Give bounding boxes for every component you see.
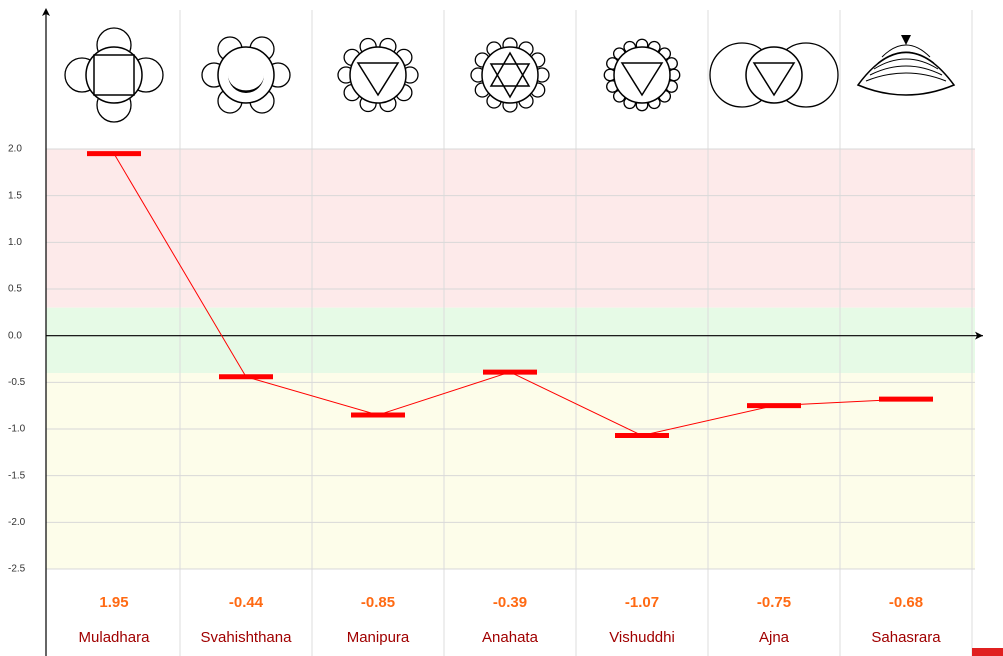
- x-tick-label: Svahishthana: [201, 629, 293, 646]
- chakra-icon: [604, 39, 680, 111]
- y-tick-label: 1.5: [8, 190, 22, 201]
- chakra-icon: [338, 38, 418, 111]
- corner-marker: [972, 648, 1003, 656]
- y-tick-label: 0.0: [8, 330, 22, 341]
- value-label: -0.85: [361, 594, 395, 611]
- ring: [218, 47, 274, 103]
- value-label: -0.75: [757, 594, 791, 611]
- x-tick-label: Sahasrara: [871, 629, 941, 646]
- y-tick-label: -2.5: [8, 564, 26, 575]
- y-tick-label: -0.5: [8, 377, 26, 388]
- y-tick-label: 0.5: [8, 284, 22, 295]
- lotus-tip: [901, 35, 911, 45]
- chakra-icon: [65, 28, 163, 122]
- chart: 2.0 1.5 1.0 0.5 0.0 -0.5 -1.0 -1.5 -2.0 -2.5 Mulad…: [0, 0, 1003, 656]
- value-label: -0.39: [493, 594, 527, 611]
- band: [46, 308, 975, 373]
- page: 2.0 1.5 1.0 0.5 0.0 -0.5 -1.0 -1.5 -2.0 -2.5 Mulad…: [0, 0, 1003, 656]
- chakra-icon: [710, 43, 838, 107]
- x-tick-label: Muladhara: [79, 629, 151, 646]
- y-tick-label: 2.0: [8, 144, 22, 155]
- value-label: 1.95: [99, 594, 128, 611]
- value-label: -0.68: [889, 594, 923, 611]
- x-tick-label: Ajna: [759, 629, 790, 646]
- y-tick-label: 1.0: [8, 237, 22, 248]
- y-tick-label: -1.5: [8, 470, 26, 481]
- chakra-icon: [471, 38, 549, 112]
- chakra-icon: [858, 35, 954, 95]
- x-tick-label: Vishuddhi: [609, 629, 675, 646]
- x-tick-label: Manipura: [347, 629, 410, 646]
- ring: [482, 47, 538, 103]
- band: [46, 149, 975, 308]
- y-tick-label: -2.0: [8, 517, 26, 528]
- value-label: -0.44: [229, 594, 264, 611]
- y-tick-label: -1.0: [8, 424, 26, 435]
- chakra-icon: [202, 37, 290, 113]
- x-tick-label: Anahata: [482, 629, 539, 646]
- value-label: -1.07: [625, 594, 659, 611]
